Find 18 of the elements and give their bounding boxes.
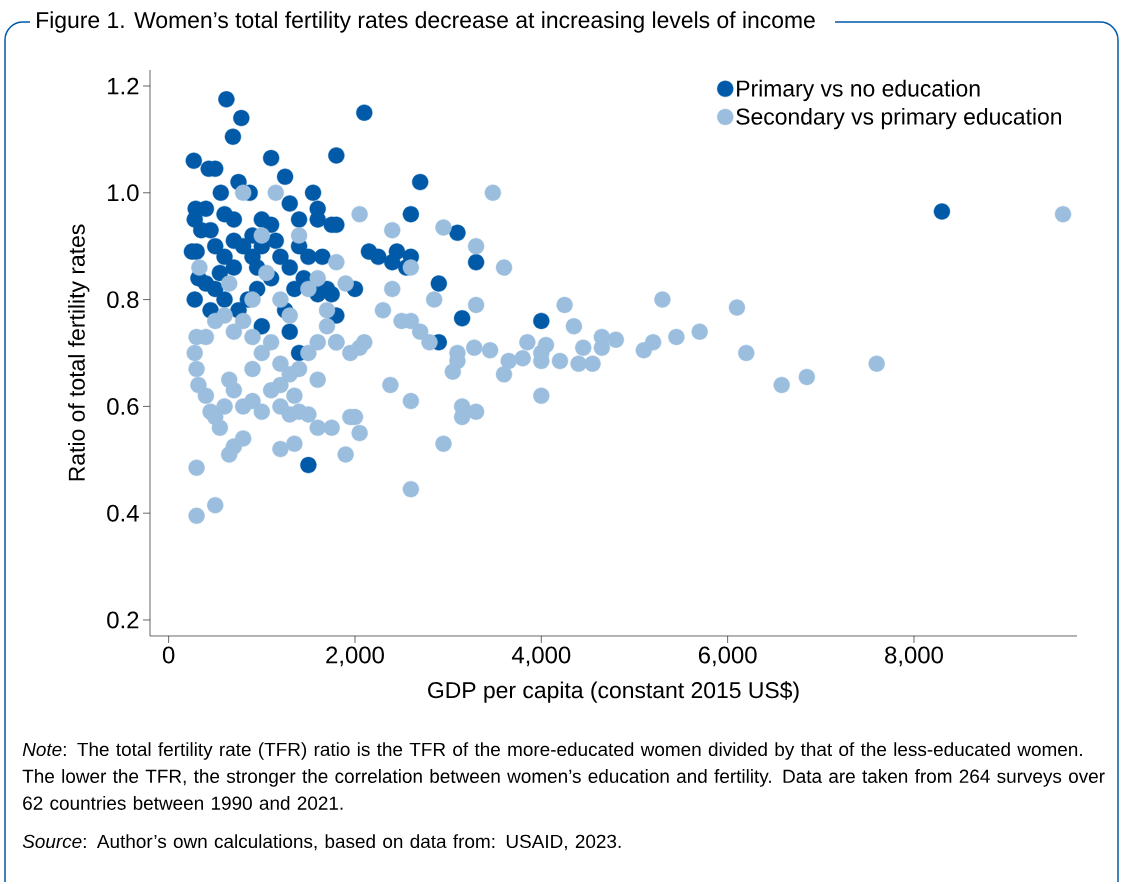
legend-label: Secondary vs primary education	[736, 107, 1062, 130]
y-tick-label: 0.8	[107, 291, 139, 309]
text: Source: Author’s own calculations, based on data from: USAID, 2023.	[22, 834, 621, 851]
legend-label: Primary vs no education	[737, 79, 980, 102]
y-tick-label: 1.0	[108, 184, 139, 202]
y-tick-label: 0.6	[107, 397, 139, 415]
y-axis-title: Ratio of total fertility rates	[68, 224, 90, 481]
chart-title: Figure 1. Women’s total fertility rates decrease at increasing levels of income	[37, 11, 815, 33]
x-tick-label: 4,000	[511, 646, 571, 667]
x-axis-title: GDP per capita (constant 2015 US$)	[428, 681, 799, 703]
x-tick-label: 2,000	[326, 646, 384, 667]
y-tick-label: 0.2	[107, 611, 139, 629]
x-tick-label: 8,000	[885, 646, 943, 667]
x-tick-label: 0	[162, 646, 175, 664]
text: Note: The total fertility rate (TFR) ratio is the TFR of the more-educated women divided by that of the less-educated women. The lower the TFR, the stronger the correlation between women’s education and fertility. Data are taken from 264 surveys over 62 countries between 1990 and 2021.	[22, 742, 1105, 810]
x-tick-label: 6,000	[698, 646, 757, 667]
y-tick-label: 0.4	[107, 504, 139, 522]
y-tick-label: 1.2	[108, 77, 139, 95]
